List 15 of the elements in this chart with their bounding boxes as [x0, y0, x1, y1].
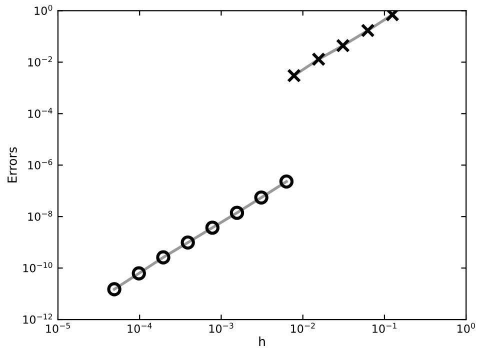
x-tick-label: 10$^{0}$ — [458, 322, 475, 333]
x-tick-label: 10$^{−1}$ — [372, 322, 396, 333]
y-tick-label: 10$^{−4}$ — [28, 108, 52, 118]
x-tick-label: 10$^{−5}$ — [46, 322, 70, 333]
y-tick-label: 10$^{−12}$ — [23, 314, 52, 324]
y-tick-label: 10$^{−6}$ — [28, 159, 52, 170]
y-tick-label: 10$^{−10}$ — [23, 262, 52, 272]
y-tick-label: 10$^{−8}$ — [28, 210, 52, 221]
y-tick-label: 10$^{0}$ — [34, 4, 52, 16]
x-tick-label: 10$^{−3}$ — [209, 322, 234, 333]
y-axis-title: Errors — [8, 147, 17, 182]
x-tick-label: 10$^{−4}$ — [128, 322, 152, 333]
x-tick-label: 10$^{−2}$ — [291, 322, 315, 333]
y-tick-label: 10$^{−2}$ — [28, 56, 52, 66]
x-axis-title: h — [259, 336, 265, 346]
